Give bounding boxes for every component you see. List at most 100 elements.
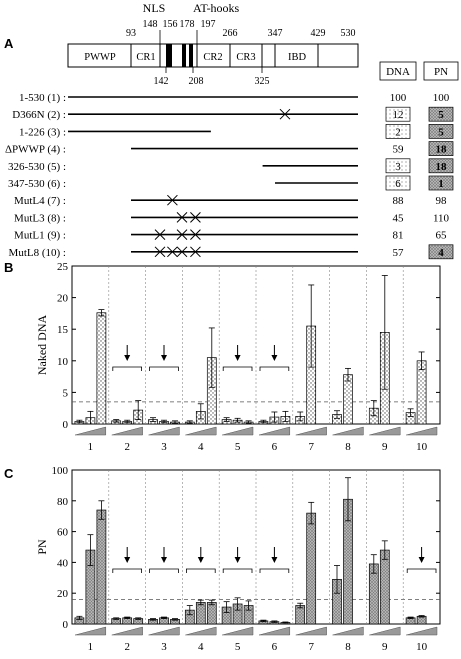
x-tick-label: 3	[161, 641, 167, 653]
error-bar	[370, 400, 377, 417]
concentration-ramp	[185, 426, 217, 436]
pn-value-box	[428, 175, 454, 191]
pos-top-197: 197	[201, 19, 216, 30]
pn-value-box	[428, 124, 454, 139]
x-tick-label: 5	[235, 641, 241, 653]
domain-cr3: CR3	[236, 52, 255, 63]
dna-value: 45	[393, 212, 405, 224]
error-bar	[234, 597, 241, 611]
pn-value: 100	[433, 92, 450, 104]
dna-value: 59	[393, 144, 405, 156]
pos-top-93: 93	[126, 28, 136, 39]
x-tick-label: 6	[272, 441, 278, 453]
dna-value-box	[385, 175, 411, 191]
error-bar	[197, 599, 204, 606]
bracket	[186, 568, 216, 573]
dna-header: DNA	[386, 66, 410, 78]
mutation-cross	[167, 194, 178, 206]
concentration-ramp	[148, 626, 180, 636]
error-bar	[135, 617, 142, 620]
pn-value-box	[428, 141, 454, 156]
protein-outline	[67, 43, 359, 68]
panel-label-c: C	[4, 466, 14, 481]
dna-value: 6	[395, 178, 401, 190]
concentration-ramp	[406, 426, 438, 436]
error-bar	[87, 410, 94, 425]
construct-label: D366N (2) :	[12, 109, 66, 121]
at-hook-1	[182, 44, 186, 67]
dna-value-box	[385, 158, 411, 174]
pn-value: 4	[438, 247, 444, 259]
x-tick-label: 5	[235, 441, 241, 453]
error-bar	[334, 410, 340, 419]
panel-label-a: A	[4, 36, 14, 51]
construct-label: ΔPWWP (4) :	[5, 144, 66, 156]
error-bar	[282, 410, 289, 422]
error-bar	[245, 600, 252, 611]
error-bar	[308, 501, 315, 525]
pos-top-429: 429	[311, 28, 326, 39]
domain-cr1: CR1	[136, 52, 155, 63]
pn-value: 65	[436, 230, 448, 242]
error-bar	[150, 417, 156, 422]
pos-bottom-142: 142	[154, 76, 169, 87]
x-tick-label: 4	[198, 441, 204, 453]
x-tick-label: 7	[308, 641, 314, 653]
dna-value-box	[385, 124, 411, 139]
concentration-ramp	[295, 626, 327, 636]
pn-value: 110	[433, 212, 450, 224]
concentration-ramp	[74, 426, 107, 436]
y-tick-label: 80	[57, 496, 69, 508]
error-bar	[161, 419, 167, 424]
error-bar	[345, 477, 351, 522]
x-tick-label: 3	[161, 441, 167, 453]
bar	[195, 602, 206, 625]
construct-label: 1-530 (1) :	[19, 92, 66, 104]
pn-value: 18	[436, 144, 448, 156]
error-bar	[271, 620, 278, 623]
bar	[96, 509, 107, 625]
bar	[96, 312, 107, 425]
y-tick-label: 40	[57, 557, 69, 569]
panel-label-b: B	[4, 260, 13, 275]
chart-naked-dna: 0 5 10 15 20 25 Naked DNA 1 2 3 4 5 6 7 8 9 10	[35, 261, 441, 453]
y-tick-label: 15	[57, 324, 69, 336]
construct-label: 1-226 (3) :	[19, 126, 66, 138]
pn-header-box	[423, 61, 459, 81]
bracket	[112, 366, 142, 371]
arrow-marker	[161, 345, 167, 361]
mutation-cross	[190, 229, 201, 240]
error-bar	[98, 309, 105, 317]
domain-ibd: IBD	[288, 52, 307, 63]
y-axis-label: Naked DNA	[35, 315, 49, 376]
y-tick-label: 20	[57, 588, 69, 600]
arrow-marker	[271, 547, 278, 563]
bar	[306, 512, 317, 625]
error-bar	[282, 621, 289, 624]
bracket	[149, 568, 179, 573]
construct-label: MutL8 (10) :	[9, 247, 66, 259]
concentration-ramp	[148, 426, 180, 436]
mutation-cross	[190, 212, 201, 223]
pn-value: 98	[436, 195, 448, 207]
error-bar	[418, 615, 425, 618]
concentration-ramp	[295, 426, 327, 436]
domain-map: NLS AT-hooks 93 148 156 178 197 266 347 …	[67, 1, 359, 87]
y-tick-label: 100	[52, 465, 69, 477]
construct-label: 326-530 (5) :	[8, 161, 66, 173]
dna-value: 57	[393, 247, 405, 259]
dna-value: 3	[395, 161, 401, 173]
arrow-marker	[124, 345, 131, 361]
error-bar	[245, 420, 252, 424]
bar	[206, 602, 217, 625]
construct-label: MutL1 (9) :	[14, 230, 66, 242]
construct-label: MutL3 (8) :	[14, 212, 66, 224]
concentration-ramp	[332, 626, 364, 636]
concentration-ramp	[185, 626, 217, 636]
error-bar	[297, 411, 304, 422]
bar	[379, 549, 390, 625]
dna-value: 81	[393, 230, 404, 242]
concentration-ramp	[332, 426, 364, 436]
error-bar	[223, 601, 230, 613]
bar	[295, 605, 306, 625]
